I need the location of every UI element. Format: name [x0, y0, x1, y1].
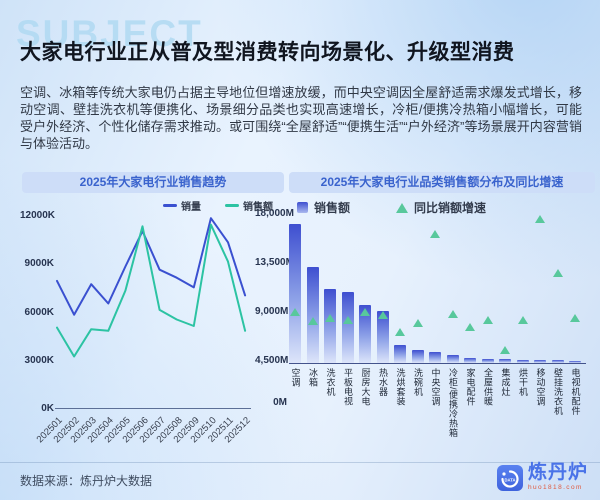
growth-triangle [377, 311, 388, 319]
legend-line-swatch [163, 204, 177, 207]
category-label: 中央空调 [430, 368, 441, 406]
growth-triangle [307, 317, 318, 325]
sales-bar [394, 344, 406, 363]
sales-bar [429, 352, 441, 363]
watermark-text: SUBJECT [16, 13, 203, 54]
growth-triangle [430, 230, 440, 238]
category-label: 电视机配件 [570, 368, 581, 416]
legend-item-销售额: 销售额 [225, 198, 273, 213]
growth-triangle [290, 308, 300, 316]
growth-triangle [325, 314, 335, 322]
trend-lines-svg [56, 217, 247, 358]
series-line-销售额 [56, 223, 247, 358]
legend-bar-swatch [297, 202, 308, 213]
growth-triangle [395, 327, 405, 336]
sales-bar [534, 360, 546, 363]
category-label: 厨房大电 [360, 368, 371, 406]
category-chart-header: 2025年大家电行业品类销售额分布及同比增速 [289, 172, 595, 193]
category-label: 洗碗机 [413, 368, 423, 397]
sales-bar [289, 223, 301, 363]
y-axis-tick: 0M [273, 397, 287, 408]
category-label: 冷柜/便携冷热箱 [448, 368, 458, 438]
growth-triangle [570, 314, 580, 322]
sales-bar [446, 355, 459, 363]
footer-divider [0, 462, 600, 463]
y-axis-tick: 4,500M [255, 355, 289, 366]
category-label: 空调 [290, 368, 301, 387]
growth-triangle [535, 215, 545, 223]
sales-bar [324, 289, 336, 363]
trend-chart-header: 2025年大家电行业销售趋势 [22, 172, 284, 193]
sales-bar [551, 360, 564, 363]
brand-url: huo1818.com [527, 484, 583, 491]
legend-label: 同比销额增速 [414, 201, 487, 215]
legend-line-swatch [225, 204, 239, 207]
sales-bar [341, 292, 354, 363]
svg-text:DATA: DATA [504, 478, 515, 483]
page-title: 大家电行业正从普及型消费转向场景化、升级型消费 [20, 41, 515, 64]
legend-triangle-swatch [396, 202, 409, 213]
brand-text: 炼丹炉 huo1818.com [527, 462, 588, 492]
category-label: 烘干机 [518, 368, 528, 397]
series-line-销量 [56, 217, 247, 316]
sales-bar [411, 349, 424, 363]
brand-name: 炼丹炉 [527, 462, 588, 483]
growth-triangle [412, 318, 423, 327]
y-axis-tick: 12000K [20, 210, 56, 221]
sales-bar [481, 358, 494, 363]
category-label: 热水器 [378, 368, 388, 397]
legend-label: 销售额 [243, 202, 273, 213]
y-axis-tick: 13,500M [255, 257, 294, 268]
legend-label: 销量 [181, 202, 201, 213]
y-axis-tick: 6000K [24, 307, 54, 318]
y-axis-tick: 9000K [24, 258, 54, 269]
category-bar-chart: 销售额 同比销额增速 18,000M 13,500M 9,000M 4,500M 0M 空调冰… [255, 196, 595, 460]
growth-triangle [552, 269, 563, 277]
trend-line-chart: 销量 销售额 12000K 9000K 6000K 3000K 0K 202501 202502… [20, 196, 273, 460]
growth-triangle [360, 308, 370, 316]
sales-bar [359, 305, 371, 363]
growth-triangle [465, 323, 475, 331]
y-axis-tick: 3000K [24, 355, 54, 366]
sales-bar [306, 267, 319, 363]
sales-bar [569, 360, 581, 363]
summary-paragraph: 空调、冰箱等传统大家电仍占据主导地位但增速放缓，而中央空调因全屋舒适需求爆发式增… [20, 85, 582, 151]
x-axis-line [289, 363, 586, 364]
sales-bar [376, 310, 389, 363]
y-axis-tick: 9,000M [255, 306, 289, 317]
y-axis-tick: 0K [41, 403, 54, 414]
category-label: 移动空调 [535, 368, 546, 406]
growth-triangle [482, 315, 493, 324]
growth-triangle [447, 309, 458, 318]
x-axis-line [55, 408, 251, 409]
category-label: 洗烘套装 [395, 368, 406, 406]
liandanlu-logo-icon: DATA [496, 465, 523, 491]
category-label: 全屋供暖 [483, 368, 493, 406]
growth-triangle [342, 315, 353, 324]
category-label: 家电配件 [465, 368, 476, 406]
sales-bar [516, 359, 529, 363]
y-axis-tick: 18,000M [255, 208, 294, 219]
growth-triangle [500, 345, 510, 354]
category-label: 洗衣机 [325, 368, 336, 397]
sales-bar [499, 359, 511, 363]
category-legend: 销售额 同比销额增速 [297, 199, 486, 216]
trend-legend: 销量 销售额 [163, 198, 285, 213]
legend-item-销量: 销量 [163, 198, 201, 213]
category-label: 平板电视 [343, 368, 353, 406]
growth-triangle [517, 315, 528, 324]
legend-item-同比销额增速: 同比销额增速 [396, 199, 486, 216]
brand-logo: DATA 炼丹炉 huo1818.com [496, 462, 588, 492]
legend-item-销售额: 销售额 [297, 199, 350, 216]
category-label: 冰箱 [308, 368, 318, 387]
category-label: 壁挂洗衣机 [553, 368, 563, 416]
data-source-label: 数据来源：炼丹炉大数据 [20, 474, 153, 488]
sales-bar [464, 357, 476, 363]
legend-label: 销售额 [314, 201, 351, 215]
category-label: 集成灶 [500, 368, 511, 397]
